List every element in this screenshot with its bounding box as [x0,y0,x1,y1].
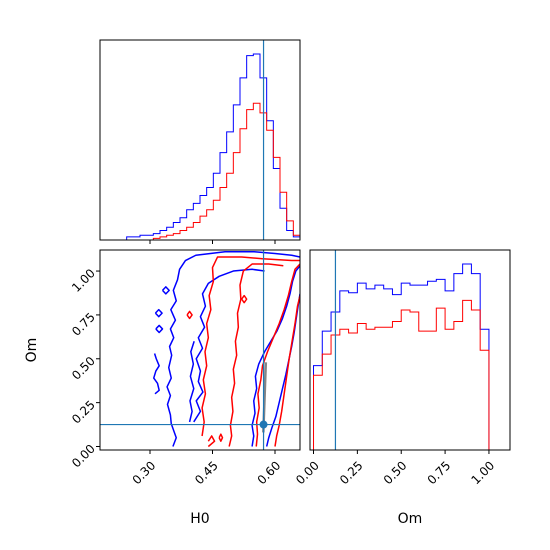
contour-s2-3 [255,263,300,447]
axes-frame [99,249,301,451]
contour-s1-9 [161,286,170,295]
x-tick-label: 0.00 [293,458,322,487]
h0-om-contour-panel: 0.30 0.45 0.60 0.00 0.25 0.50 0.75 1.00 H0 Om [24,249,301,527]
y-tick-label: 0.00 [69,442,98,471]
contour-s2-1 [207,435,216,448]
contour-s1-7 [154,308,163,318]
x-tick-label: 0.75 [425,458,454,487]
x-tick-label: 0.50 [381,458,410,487]
x-tick-label: 0.60 [255,458,284,487]
contour-s2-4 [274,295,300,447]
x-tick-label: 1.00 [468,458,497,487]
om-marginal-histogram: 0.00 0.25 0.50 0.75 1.00 Om [293,249,511,527]
contour-s1-8 [155,324,164,334]
contour-s1-4 [193,268,265,423]
y-tick-label: 0.50 [69,354,98,383]
truth-point [259,420,268,429]
x-axis-title: H0 [190,511,209,527]
axes-frame [309,249,511,451]
x-tick-label: 0.25 [337,458,366,487]
hist-step-series-1 [100,53,300,240]
contour-s1-1 [166,251,300,447]
y-axis-title: Om [24,338,40,363]
contour-s1-5 [188,341,195,423]
contour-s2-6 [186,310,193,320]
contour-s2-8 [218,433,224,442]
y-tick-label: 1.00 [69,266,98,295]
contour-s2-5 [228,263,284,447]
axes-frame [99,39,301,241]
contour-s1-6 [153,353,160,395]
x-tick-label: 0.30 [130,458,159,487]
contour-s1-2 [251,265,300,447]
hist-step-series-1 [313,263,490,450]
x-axis-title: Om [398,511,423,527]
contour-s2-2 [201,256,300,437]
contour-s2-7 [241,294,248,304]
y-tick-label: 0.75 [69,310,98,339]
x-tick-label: 0.45 [192,458,221,487]
hist-step-series-2 [100,102,300,240]
hist-step-series-2 [313,299,490,450]
y-tick-label: 0.25 [69,398,98,427]
h0-marginal-histogram [99,39,301,244]
